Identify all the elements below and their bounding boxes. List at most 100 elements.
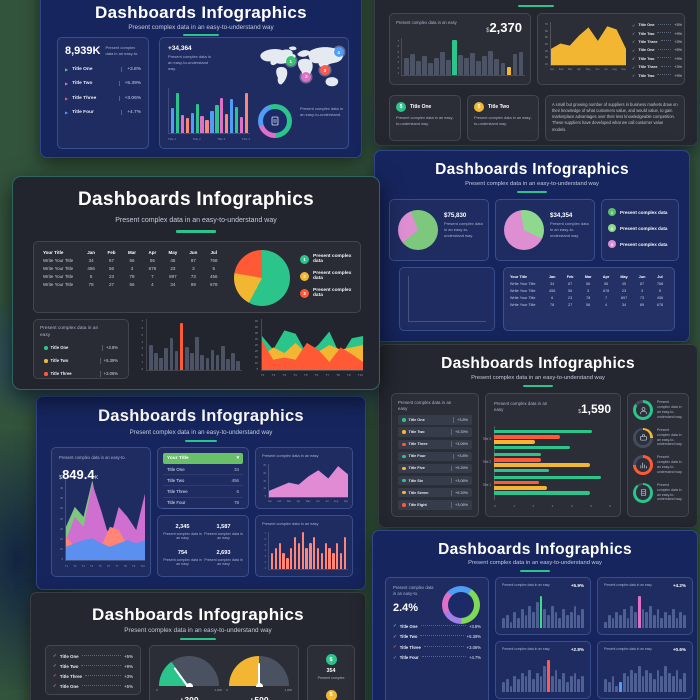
table-cell: 78 (585, 295, 591, 300)
bar (190, 353, 194, 370)
x-axis-label: T8 (123, 565, 127, 568)
y-axis-tick: 5 (256, 367, 258, 371)
legend-row: ✓ Title Three +3% (632, 63, 682, 71)
legend-value: +5% (674, 48, 682, 53)
table-cell: 6 (89, 273, 93, 279)
table-cell: 73 (639, 295, 645, 300)
dotted-leader (420, 624, 466, 626)
table-cell: 897 (169, 273, 177, 279)
callout-title: Title Two (488, 104, 510, 110)
divider (451, 489, 453, 496)
y-axis-tick: 7 (141, 319, 143, 323)
slide-dashboards-center[interactable]: Dashboards Infographics Present complex … (12, 176, 380, 390)
table-cell: 45 (170, 257, 176, 263)
bar (220, 97, 224, 133)
slide-dashboards-bottom-left[interactable]: Dashboards Infographics Present complex … (36, 396, 366, 590)
color-dot-icon (402, 490, 406, 495)
row-label: Title Two (167, 477, 185, 483)
bar (626, 676, 630, 692)
legend-row: ✓ Title Two +9% (632, 55, 682, 63)
bar (619, 615, 622, 628)
month-label: Mar (567, 68, 573, 71)
gauge-needle (258, 663, 260, 687)
table-cell: 89 (190, 281, 196, 287)
kpi-value: 2,370 (489, 20, 522, 35)
pill-row: Title Eight +3.06% (398, 500, 472, 510)
table-cell: 456 (656, 295, 664, 300)
slide-dashboards-mid-right[interactable]: Dashboards Infographics Present complex … (374, 150, 690, 342)
bar (664, 612, 668, 628)
x-axis-label: Title 2 (192, 137, 201, 141)
map-marker[interactable]: 4 (333, 47, 344, 58)
slide-dashboards-bottom-right[interactable]: Dashboards Infographics Present complex … (372, 530, 698, 700)
map-marker[interactable]: 2 (301, 71, 312, 82)
mini-legend-card: Present complex data in an easy Title On… (33, 319, 129, 379)
map-marker[interactable]: 1 (285, 56, 296, 67)
pill-row: Title Four +3.8% (398, 451, 472, 462)
table-header-cell: Mar (584, 274, 592, 279)
table-cell: 67 (568, 281, 573, 286)
bar (494, 58, 499, 75)
delta-value: +0.6% (672, 647, 686, 652)
bar (271, 553, 274, 569)
bar (190, 112, 195, 133)
bar-group: Title 3 (482, 430, 611, 449)
slide-dashboards-top-left[interactable]: Dashboards Infographics Present complex … (40, 0, 362, 158)
pill-list-card: Present complex data in an easy Title On… (391, 393, 479, 517)
legend-row: 1 Present complex data (608, 208, 672, 216)
bar (664, 666, 668, 692)
slide-subtitle: Present complex data in an easy-to-under… (468, 560, 602, 566)
bar (569, 612, 573, 628)
y-axis-tick: 35 (254, 331, 258, 335)
y-axis-tick: 5 (61, 558, 63, 561)
y-axis-tick: 6 (264, 537, 266, 541)
bar (224, 114, 229, 133)
bar (179, 323, 184, 370)
bar (656, 608, 660, 628)
y-axis-tick: 7 (397, 39, 399, 43)
table-cell: 56 (603, 281, 609, 286)
gauge-hub (185, 683, 193, 687)
dotted-leader (81, 654, 122, 656)
y-axis-tick: 60 (544, 28, 548, 33)
bar (550, 605, 554, 628)
table-header-cell: Your Title (510, 274, 528, 279)
slide-title: Dashboards Infographics (98, 407, 304, 425)
mini-chart-card: Present complex data in an easy +0.6% (597, 641, 693, 699)
bar (184, 347, 189, 370)
legend-value: +9% (674, 73, 682, 78)
slide-dashboards-top-right[interactable]: Present complex data in an easy-to-under… (374, 0, 698, 146)
bar (509, 685, 513, 692)
divider (451, 465, 453, 472)
donut-hole (448, 592, 474, 618)
pill-label: Title Three (408, 442, 428, 447)
ring-item: Present complex data in an easy-to-under… (633, 455, 683, 475)
y-axis-tick: 4 (397, 54, 399, 59)
legend-number-badge: 1 (300, 254, 309, 264)
table-cell: 3 (192, 265, 195, 271)
slide-dashboards-right[interactable]: Dashboards Infographics Present complex … (378, 344, 698, 528)
table-cell: 5 (658, 288, 662, 293)
slide-dashboards-bottom-center[interactable]: Dashboards Infographics Present complex … (30, 592, 366, 700)
bar (422, 55, 427, 75)
check-icon: ✓ (632, 73, 636, 79)
map-marker[interactable]: 3 (319, 65, 330, 75)
y-axis-tick: 30 (60, 507, 63, 511)
bar (611, 676, 615, 692)
layered-area-chart (65, 477, 145, 561)
y-axis-tick: 1 (397, 70, 399, 75)
y-axis-tick: 10 (254, 361, 258, 365)
card-caption: Present complex data in an easy (502, 583, 550, 587)
legend-row: 2 Present complex data (300, 271, 358, 281)
bar (645, 612, 649, 628)
hbar-card: Present complex data in an easy $1,590 T… (482, 393, 621, 517)
x-axis-label: T1 (65, 565, 69, 568)
legend-value: +3% (674, 39, 682, 44)
y-axis-tick: 30 (254, 337, 258, 341)
triangle-marker-icon: ▶ (65, 81, 69, 86)
pill-label: Title Eight (408, 502, 427, 507)
legend-number-badge: 1 (608, 208, 616, 216)
legend-number-badge: 2 (608, 224, 616, 232)
slide-title: Dashboards Infographics (95, 3, 307, 22)
bar (200, 115, 204, 133)
